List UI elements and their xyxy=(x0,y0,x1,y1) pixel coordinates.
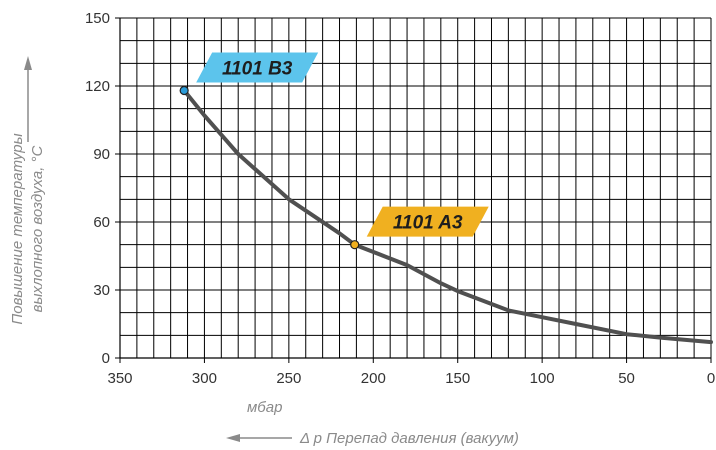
annotation-point xyxy=(350,240,360,250)
y-tick-label: 0 xyxy=(102,350,110,367)
y-tick-label: 90 xyxy=(93,146,110,163)
y-axis-arrow xyxy=(24,56,32,142)
x-tick-label: 50 xyxy=(618,370,635,387)
axes xyxy=(115,17,712,363)
annotation-label: 1101 A3 xyxy=(393,213,463,234)
x-axis-label: Δ p Перепад давления (вакуум) xyxy=(299,430,519,447)
tick-labels: 350 300 250 200 150 100 50 0 0 30 60 90 120 150 xyxy=(85,10,715,387)
annotations: 1101 B3 1101 A3 xyxy=(179,52,489,250)
x-tick-label: 200 xyxy=(361,370,386,387)
annotation-label: 1101 B3 xyxy=(222,59,293,80)
y-tick-label: 60 xyxy=(93,214,110,231)
series-line xyxy=(182,88,713,345)
x-tick-label: 300 xyxy=(192,370,217,387)
y-axis-label-line1: Повышение температуры xyxy=(9,133,26,324)
x-tick-label: 150 xyxy=(445,370,470,387)
x-axis-unit: мбар xyxy=(247,399,282,416)
annotation-badge-bg xyxy=(196,52,319,83)
y-tick-label: 30 xyxy=(93,282,110,299)
y-axis-label-line2: выхлопного воздуха, °C xyxy=(29,145,46,312)
x-axis-arrow xyxy=(226,434,292,442)
x-tick-label: 350 xyxy=(107,370,132,387)
series xyxy=(182,88,713,345)
annotation-badge: 1101 B3 xyxy=(196,52,319,83)
y-tick-label: 120 xyxy=(85,78,110,95)
annotation-badge: 1101 A3 xyxy=(366,206,489,237)
annotation-point xyxy=(179,85,189,96)
x-tick-label: 100 xyxy=(530,370,555,387)
y-axis-caption: Повышение температуры выхлопного воздуха… xyxy=(9,133,46,324)
y-tick-label: 150 xyxy=(85,10,110,27)
annotation-badge-bg xyxy=(366,206,489,237)
x-tick-label: 250 xyxy=(276,370,301,387)
grid xyxy=(119,17,712,359)
x-tick-label: 0 xyxy=(707,370,715,387)
